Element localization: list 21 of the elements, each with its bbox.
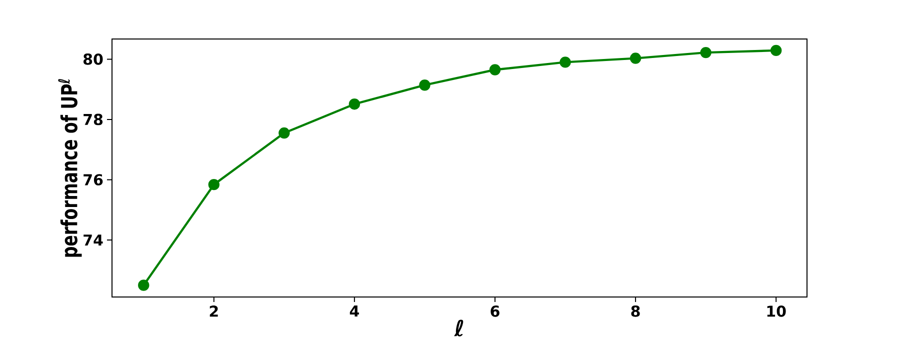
y-tick-label: 80 — [84, 54, 103, 65]
point — [560, 56, 571, 68]
point — [138, 280, 150, 291]
point — [278, 127, 290, 139]
point — [700, 46, 712, 58]
point — [208, 178, 220, 190]
x-tick-label: 8 — [631, 306, 640, 317]
x-tick-label: 2 — [210, 306, 218, 317]
x-tick-label: 6 — [490, 306, 500, 317]
y-tick-label: 78 — [84, 114, 103, 126]
x-axis-title: ℓ — [454, 320, 464, 336]
point — [770, 44, 782, 56]
x-tick-label: 10 — [767, 306, 786, 317]
y-tick-label: 76 — [84, 174, 103, 186]
y-tick-label: 74 — [84, 234, 103, 246]
point — [489, 64, 501, 76]
y-axis-title: performance of UP$^{ℓ}$ — [58, 79, 82, 257]
point — [348, 98, 360, 110]
x-tick-label: 4 — [350, 306, 359, 316]
point — [419, 80, 430, 91]
point — [630, 52, 642, 64]
